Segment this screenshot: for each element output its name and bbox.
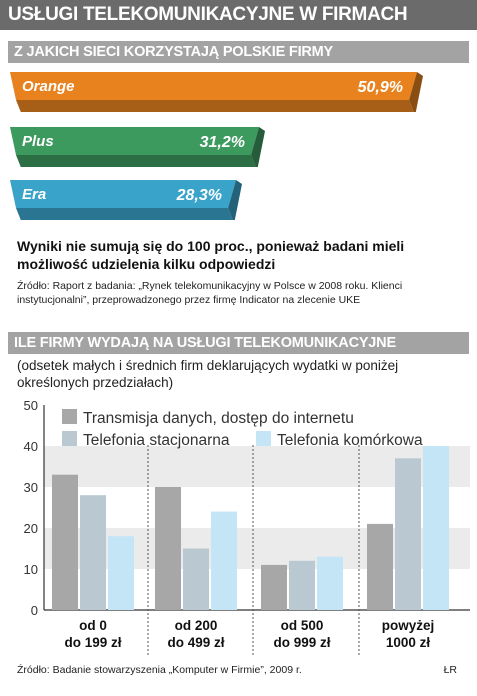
y-tick-label: 50 — [24, 398, 38, 413]
bar-0-0 — [52, 474, 78, 610]
y-tick-label: 40 — [24, 439, 38, 454]
network-bar-2: Era 28,3% — [10, 180, 242, 220]
category-label: powyżej 1000 zł — [382, 618, 435, 650]
legend-swatch — [62, 409, 77, 424]
bar-2-2 — [317, 556, 343, 610]
bar-1-2 — [289, 560, 315, 610]
author-initials: ŁR — [443, 664, 457, 676]
network-bar-label: Plus — [22, 133, 54, 150]
network-bar-0: Orange 50,9% — [10, 72, 423, 112]
bar-1-3 — [395, 458, 421, 610]
network-bar-value: 50,9% — [358, 79, 403, 96]
network-bar-front — [10, 72, 417, 100]
y-tick-label: 10 — [24, 562, 38, 577]
source-note-1: Źródło: Raport z badania: „Rynek telekom… — [17, 280, 403, 306]
legend-label: Telefonia stacjonarna — [83, 432, 230, 449]
network-bar-label: Era — [22, 186, 46, 203]
main-title: USŁUGI TELEKOMUNIKACYJNE W FIRMACH — [0, 0, 477, 30]
category-label: od 500 do 999 zł — [273, 618, 330, 650]
bar-0-1 — [155, 487, 181, 610]
network-bar-front — [10, 127, 259, 155]
bar-1-1 — [183, 548, 209, 610]
bar-2-3 — [423, 446, 449, 610]
source-note-2: Źródło: Badanie stowarzyszenia „Komputer… — [17, 664, 302, 676]
bar-0-3 — [367, 523, 393, 610]
legend-label: Telefonia komórkowa — [277, 432, 423, 449]
y-tick-label: 0 — [31, 603, 38, 618]
network-bar-label: Orange — [22, 78, 75, 95]
network-bar-side — [16, 208, 233, 220]
legend: Transmisja danych, dostęp do internetu Te… — [62, 409, 423, 449]
network-bar-front — [10, 180, 236, 208]
network-bar-chart: Orange 50,9% Plus 31,2% Era 28,3% — [10, 72, 423, 220]
category-label: od 0 do 199 zł — [64, 618, 121, 650]
section-title-networks: Z JAKICH SIECI KORZYSTAJĄ POLSKIE FIRMY — [8, 41, 469, 63]
bar-0-2 — [261, 564, 287, 610]
category-label: od 200 do 499 zł — [167, 618, 224, 650]
network-bar-side — [16, 155, 256, 167]
note-text: Wyniki nie sumują się do 100 proc., poni… — [17, 238, 405, 272]
legend-swatch — [256, 431, 271, 446]
section-title-spending: ILE FIRMY WYDAJĄ NA USŁUGI TELEKOMUNIKAC… — [8, 332, 469, 354]
network-bar-end — [228, 180, 242, 220]
bar-1-0 — [80, 495, 106, 610]
network-bar-value: 31,2% — [200, 134, 245, 151]
bar-2-0 — [108, 536, 134, 610]
chart-subtitle: (odsetek małych i średnich firm deklaruj… — [17, 358, 399, 390]
network-bar-end — [251, 127, 265, 167]
legend-swatch — [62, 431, 77, 446]
network-bar-side — [16, 100, 414, 112]
network-bar-1: Plus 31,2% — [10, 127, 265, 167]
spending-bar-chart: 0 10 20 30 40 50 od 0 do 199 zł od 200 do 499 zł o… — [24, 398, 470, 657]
y-tick-label: 30 — [24, 480, 38, 495]
network-bar-end — [409, 72, 423, 112]
network-bar-value: 28,3% — [176, 187, 222, 204]
y-tick-label: 20 — [24, 521, 38, 536]
legend-label: Transmisja danych, dostęp do internetu — [83, 410, 354, 427]
bar-2-1 — [211, 511, 237, 610]
